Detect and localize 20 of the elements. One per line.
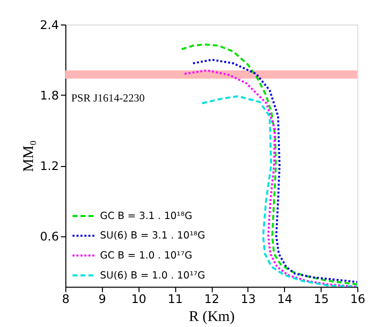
legend-label: SU(6) B = 3.1 . 10¹⁸G <box>100 230 206 242</box>
x-tick-label: 11 <box>168 292 183 306</box>
x-tick-label: 10 <box>131 292 146 306</box>
y-tick-label: 1.8 <box>40 88 59 102</box>
legend-label: SU(6) B = 1.0 . 10¹⁷G <box>100 270 206 282</box>
x-tick-label: 15 <box>314 292 329 306</box>
x-tick-label: 16 <box>350 292 366 306</box>
y-tick-label: 0.6 <box>40 230 59 244</box>
legend-label: GC B = 3.1 . 10¹⁸G <box>100 210 192 222</box>
x-tick-label: 9 <box>98 292 106 306</box>
y-tick-label: 1.2 <box>40 159 59 174</box>
x-tick-label: 12 <box>204 292 220 306</box>
y-tick-label: 2.4 <box>40 18 59 32</box>
x-tick-label: 8 <box>62 292 70 306</box>
band-label: PSR J1614-2230 <box>71 92 146 104</box>
x-tick-label: 13 <box>240 292 256 306</box>
legend-label: GC B = 1.0 . 10¹⁷G <box>100 250 192 262</box>
x-axis-title: R (Km) <box>188 308 235 325</box>
y-axis-title: MM₀ <box>21 140 38 172</box>
x-tick-label: 14 <box>277 292 292 306</box>
